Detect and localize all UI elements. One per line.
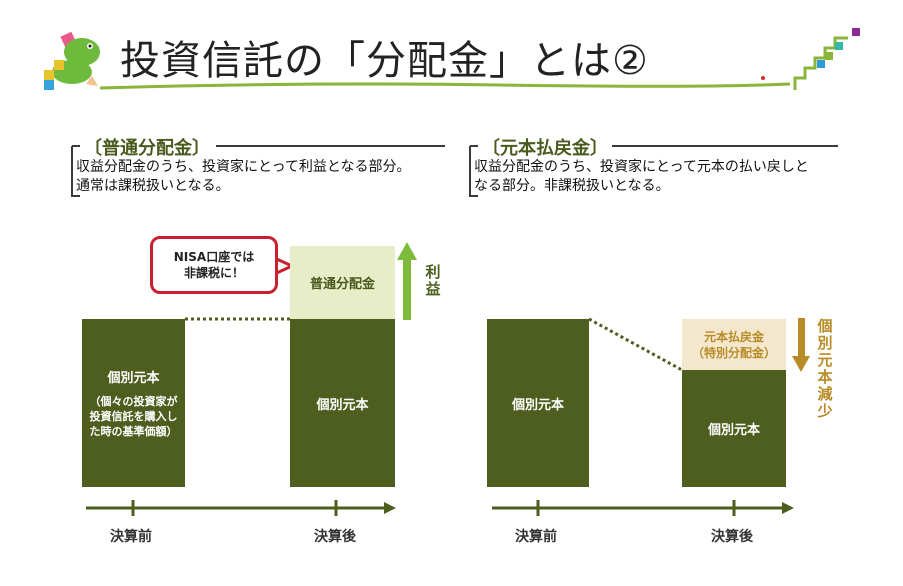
principal-refund-block: 元本払戻金 （特別分配金） — [682, 319, 786, 370]
bar-label: 個別元本 — [511, 397, 564, 413]
bar-note-line: た時の基準価額） — [89, 425, 178, 438]
right-x-label-before: 決算前 — [515, 529, 557, 545]
bar-label: 個別元本 — [316, 397, 369, 413]
section-body-ordinary: 収益分配金のうち、投資家にとって利益となる部分。 通常は課税扱いとなる。 — [76, 158, 410, 196]
left-x-label-before: 決算前 — [110, 529, 152, 545]
right-dotted-connector — [588, 317, 683, 372]
stairs-icon — [761, 28, 860, 90]
bar-note: （個々の投資家が 投資信託を購入し た時の基準価額） — [90, 394, 178, 439]
bar-note-line: 投資信託を購入し — [89, 410, 178, 423]
right-axis-arrowhead — [782, 502, 794, 514]
bar-label: 個別元本 — [707, 423, 760, 438]
ordinary-distribution-block: 普通分配金 — [290, 246, 395, 319]
left-x-label-after: 決算後 — [314, 529, 356, 545]
profit-label: 利益 — [425, 263, 441, 298]
section-body-principal: 収益分配金のうち、投資家にとって元本の払い戻しと なる部分。非課税扱いとなる。 — [474, 158, 809, 196]
reduction-arrow-head — [792, 356, 810, 372]
bar-label: 個別元本 — [107, 371, 160, 386]
callout-line: NISA口座では — [173, 250, 255, 264]
left-axis-arrowhead — [384, 502, 396, 514]
section-line: 収益分配金のうち、投資家にとって利益となる部分。 — [76, 159, 411, 175]
left-after-bar: 個別元本 — [290, 319, 395, 487]
left-before-bar: 個別元本 （個々の投資家が 投資信託を購入し た時の基準価額） — [82, 319, 185, 487]
refund-line: （特別分配金） — [691, 345, 776, 360]
right-after-bar: 個別元本 — [682, 370, 786, 487]
section-heading-ordinary: 〔普通分配金〕 — [80, 134, 214, 160]
section-line: なる部分。非課税扱いとなる。 — [474, 178, 670, 194]
reduction-arrow-shaft — [798, 318, 805, 358]
title-underline — [99, 82, 791, 90]
refund-line: 元本払戻金 — [703, 329, 764, 344]
callout-line: 非課税に！ — [183, 266, 244, 280]
bar-note-line: （個々の投資家が — [89, 395, 178, 408]
nisa-callout: NISA口座では 非課税に！ — [150, 236, 278, 294]
profit-arrow-shaft — [403, 258, 411, 320]
principal-reduction-label: 個別元本減少 — [817, 317, 833, 420]
mascot-icon — [44, 31, 100, 90]
right-before-bar: 個別元本 — [487, 319, 589, 487]
right-x-label-after: 決算後 — [711, 529, 753, 545]
section-heading-principal: 〔元本払戻金〕 — [478, 134, 612, 160]
profit-arrow-head — [397, 242, 417, 260]
section-line: 収益分配金のうち、投資家にとって元本の払い戻しと — [474, 159, 809, 175]
page-title: 投資信託の「分配金」とは② — [120, 38, 649, 84]
section-line: 通常は課税扱いとなる。 — [76, 178, 230, 194]
